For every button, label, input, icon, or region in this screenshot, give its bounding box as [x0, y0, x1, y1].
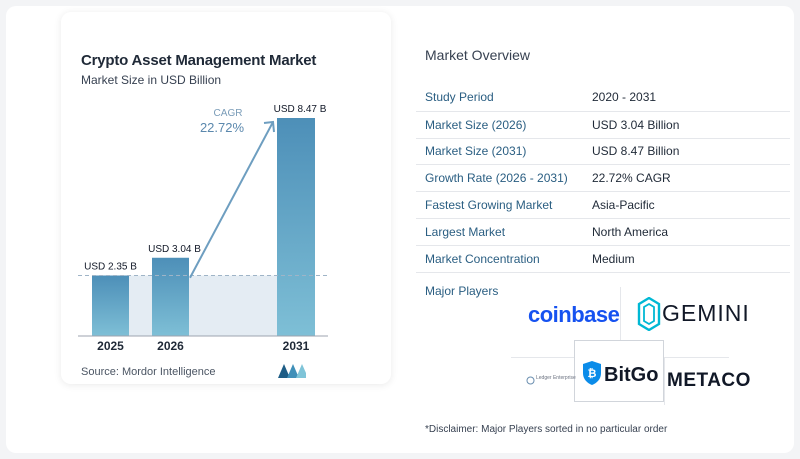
baseline-band — [129, 275, 277, 336]
source-text: Source: Mordor Intelligence — [81, 366, 216, 378]
data-label: USD 8.47 B — [274, 104, 327, 115]
bitgo-shield-icon: ₿ — [583, 361, 601, 385]
major-players-label: Major Players — [425, 284, 499, 298]
row-label: Fastest Growing Market — [425, 198, 553, 213]
logo-grid-line — [664, 357, 665, 405]
ledger-logo: Ledger Enterprise — [536, 375, 576, 381]
cagr-arrowhead — [263, 120, 275, 133]
row-value: Medium — [592, 251, 635, 266]
row-label: Largest Market — [425, 224, 506, 239]
overview-row: Study Period 2020 - 2031 — [416, 84, 790, 111]
bar-2025 — [92, 275, 129, 336]
row-label: Study Period — [425, 90, 494, 105]
overview-row: Growth Rate (2026 - 2031) 22.72% CAGR — [416, 164, 790, 191]
cagr-value: 22.72% — [200, 120, 245, 135]
row-label: Market Size (2031) — [425, 144, 527, 159]
metaco-logo: METACO — [667, 370, 751, 391]
table-divider — [416, 272, 790, 273]
row-value: 2020 - 2031 — [592, 90, 657, 105]
row-label: Market Size (2026) — [425, 117, 527, 132]
data-label: USD 2.35 B — [84, 262, 137, 273]
data-label: USD 3.04 B — [148, 244, 201, 255]
mordor-logo-icon — [278, 364, 306, 378]
overview-row: Market Size (2031) USD 8.47 Billion — [416, 137, 790, 165]
row-value: North America — [592, 224, 669, 239]
bar-2026 — [152, 257, 189, 336]
x-tick-label: 2026 — [157, 339, 184, 353]
overview-row: Market Size (2026) USD 3.04 Billion — [416, 110, 790, 138]
bitgo-logo: BitGo — [604, 364, 659, 386]
cagr-arrow — [189, 121, 274, 279]
disclaimer-text: *Disclaimer: Major Players sorted in no … — [425, 424, 668, 435]
svg-text:₿: ₿ — [588, 367, 597, 380]
coinbase-logo: coinbase — [528, 302, 620, 327]
bitgo-logo-box — [574, 340, 664, 402]
cagr-label: CAGR — [214, 108, 243, 119]
overview-row: Market Concentration Medium — [416, 244, 790, 272]
x-tick-label: 2025 — [97, 339, 124, 353]
row-label: Market Concentration — [425, 251, 540, 266]
overview-table: Study Period 2020 - 2031 Market Size (202… — [416, 84, 790, 272]
market-overview-title: Market Overview — [425, 47, 531, 63]
row-value: USD 8.47 Billion — [592, 144, 680, 159]
gemini-logo: GEMINI — [662, 300, 750, 326]
chart-subtitle: Market Size in USD Billion — [81, 73, 222, 87]
ledger-icon — [526, 376, 535, 385]
bar-2031 — [277, 118, 315, 336]
overview-row: Fastest Growing Market Asia-Pacific — [416, 191, 790, 218]
row-value: Asia-Pacific — [592, 198, 655, 213]
gemini-icon — [637, 297, 661, 331]
row-label: Growth Rate (2026 - 2031) — [425, 171, 568, 186]
chart-title: Crypto Asset Management Market — [81, 52, 317, 69]
logo-grid-line — [620, 287, 621, 341]
row-value: USD 3.04 Billion — [592, 117, 680, 132]
overview-row: Largest Market North America — [416, 217, 790, 245]
row-value: 22.72% CAGR — [592, 171, 671, 186]
x-tick-label: 2031 — [283, 339, 310, 353]
